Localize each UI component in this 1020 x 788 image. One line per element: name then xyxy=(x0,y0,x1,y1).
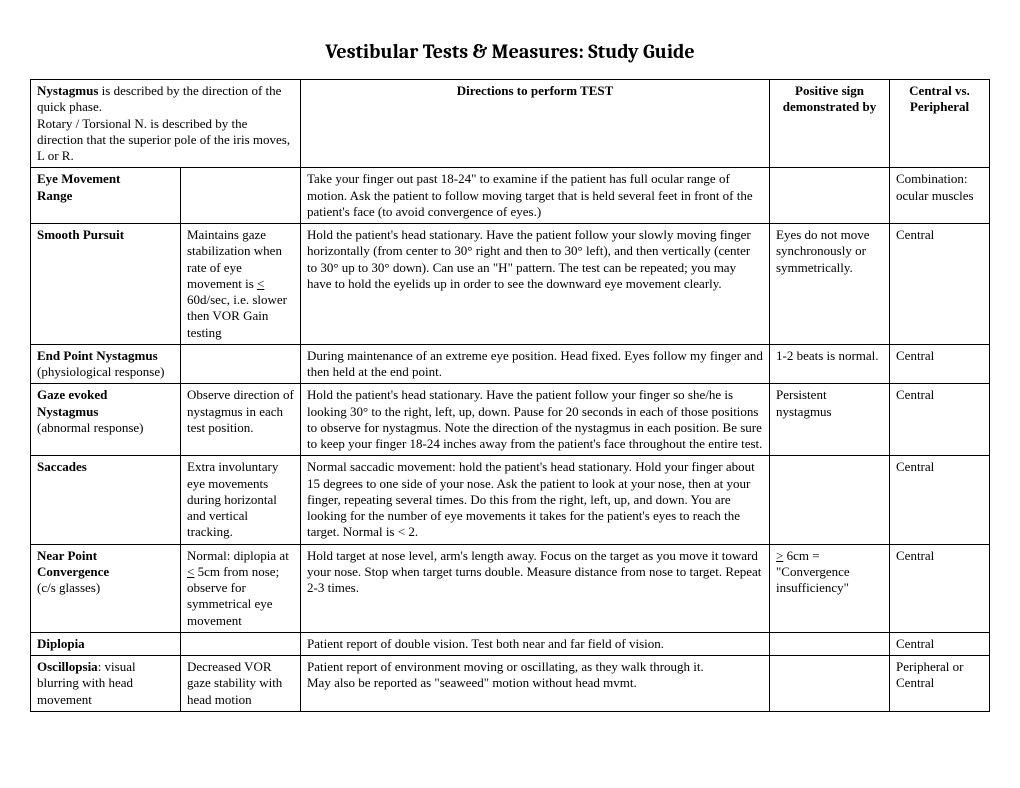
test-name: Eye Movement Range xyxy=(31,168,181,224)
test-cp: Combination: ocular muscles xyxy=(890,168,990,224)
label: Nystagmus xyxy=(37,404,98,419)
table-row: Diplopia Patient report of double vision… xyxy=(31,632,990,655)
test-cp: Central xyxy=(890,224,990,345)
test-positive xyxy=(770,168,890,224)
table-row: Eye Movement Range Take your finger out … xyxy=(31,168,990,224)
test-cp: Central xyxy=(890,632,990,655)
header-central: Central vs. Peripheral xyxy=(890,80,990,168)
label: Convergence xyxy=(37,564,109,579)
page-title: Vestibular Tests & Measures: Study Guide xyxy=(30,40,990,63)
test-cp: Central xyxy=(890,384,990,456)
label: Oscillopsia xyxy=(37,659,98,674)
test-name: Oscillopsia: visual blurring with head m… xyxy=(31,656,181,712)
test-directions: Hold the patient's head stationary. Have… xyxy=(301,224,770,345)
header-nystagmus-desc: Nystagmus is described by the direction … xyxy=(31,80,301,168)
text: Patient report of environment moving or … xyxy=(307,659,704,674)
label: Near Point xyxy=(37,548,97,563)
table-row: Near Point Convergence (c/s glasses) Nor… xyxy=(31,544,990,632)
test-cp: Peripheral or Central xyxy=(890,656,990,712)
test-positive: 1-2 beats is normal. xyxy=(770,344,890,384)
test-positive: Persistent nystagmus xyxy=(770,384,890,456)
test-name: End Point Nystagmus (physiological respo… xyxy=(31,344,181,384)
test-name: Smooth Pursuit xyxy=(31,224,181,345)
study-guide-table: Nystagmus is described by the direction … xyxy=(30,79,990,712)
test-positive xyxy=(770,456,890,544)
header-directions: Directions to perform TEST xyxy=(301,80,770,168)
header-central-1: Central vs. xyxy=(909,83,970,98)
header-positive-1: Positive sign xyxy=(795,83,864,98)
text: May also be reported as "seaweed" motion… xyxy=(307,675,637,690)
test-name: Saccades xyxy=(31,456,181,544)
test-directions: Patient report of double vision. Test bo… xyxy=(301,632,770,655)
test-positive: > 6cm = "Convergence insufficiency" xyxy=(770,544,890,632)
label: Gaze evoked xyxy=(37,387,107,402)
table-row: Smooth Pursuit Maintains gaze stabilizat… xyxy=(31,224,990,345)
test-positive xyxy=(770,632,890,655)
test-cp: Central xyxy=(890,456,990,544)
test-description: Decreased VOR gaze stability with head m… xyxy=(181,656,301,712)
header-central-2: Peripheral xyxy=(910,99,969,114)
table-row: Gaze evoked Nystagmus (abnormal response… xyxy=(31,384,990,456)
table-header-row: Nystagmus is described by the direction … xyxy=(31,80,990,168)
label: Diplopia xyxy=(37,636,85,651)
header-positive: Positive sign demonstrated by xyxy=(770,80,890,168)
test-description xyxy=(181,632,301,655)
label: Eye Movement xyxy=(37,171,120,186)
test-name: Gaze evoked Nystagmus (abnormal response… xyxy=(31,384,181,456)
text: < xyxy=(257,276,264,291)
test-positive xyxy=(770,656,890,712)
test-name: Near Point Convergence (c/s glasses) xyxy=(31,544,181,632)
test-description: Extra involuntary eye movements during h… xyxy=(181,456,301,544)
nystagmus-word: Nystagmus xyxy=(37,83,98,98)
table-row: Oscillopsia: visual blurring with head m… xyxy=(31,656,990,712)
table-row: End Point Nystagmus (physiological respo… xyxy=(31,344,990,384)
text: 6cm = "Convergence insufficiency" xyxy=(776,548,850,596)
test-positive: Eyes do not move synchronously or symmet… xyxy=(770,224,890,345)
table-row: Saccades Extra involuntary eye movements… xyxy=(31,456,990,544)
label: Saccades xyxy=(37,459,87,474)
sub-label: (c/s glasses) xyxy=(37,580,100,595)
test-cp: Central xyxy=(890,544,990,632)
sub-label: (abnormal response) xyxy=(37,420,144,435)
label: Smooth Pursuit xyxy=(37,227,124,242)
test-directions: Patient report of environment moving or … xyxy=(301,656,770,712)
label: Range xyxy=(37,188,72,203)
test-cp: Central xyxy=(890,344,990,384)
test-directions: Hold the patient's head stationary. Have… xyxy=(301,384,770,456)
test-description: Observe direction of nystagmus in each t… xyxy=(181,384,301,456)
test-directions: Take your finger out past 18-24" to exam… xyxy=(301,168,770,224)
test-description xyxy=(181,344,301,384)
header-positive-2: demonstrated by xyxy=(783,99,877,114)
test-description: Maintains gaze stabilization when rate o… xyxy=(181,224,301,345)
test-directions: Normal saccadic movement: hold the patie… xyxy=(301,456,770,544)
text: 5cm from nose; observe for symmetrical e… xyxy=(187,564,279,628)
test-name: Diplopia xyxy=(31,632,181,655)
label: End Point Nystagmus xyxy=(37,348,158,363)
text: 60d/sec, i.e. slower then VOR Gain testi… xyxy=(187,292,287,340)
text: Maintains gaze stabilization when rate o… xyxy=(187,227,282,291)
test-description: Normal: diplopia at < 5cm from nose; obs… xyxy=(181,544,301,632)
test-directions: Hold target at nose level, arm's length … xyxy=(301,544,770,632)
test-directions: During maintenance of an extreme eye pos… xyxy=(301,344,770,384)
text: Normal: diplopia at xyxy=(187,548,289,563)
test-description xyxy=(181,168,301,224)
nystagmus-desc-2: Rotary / Torsional N. is described by th… xyxy=(37,116,290,164)
sub-label: (physiological response) xyxy=(37,364,164,379)
